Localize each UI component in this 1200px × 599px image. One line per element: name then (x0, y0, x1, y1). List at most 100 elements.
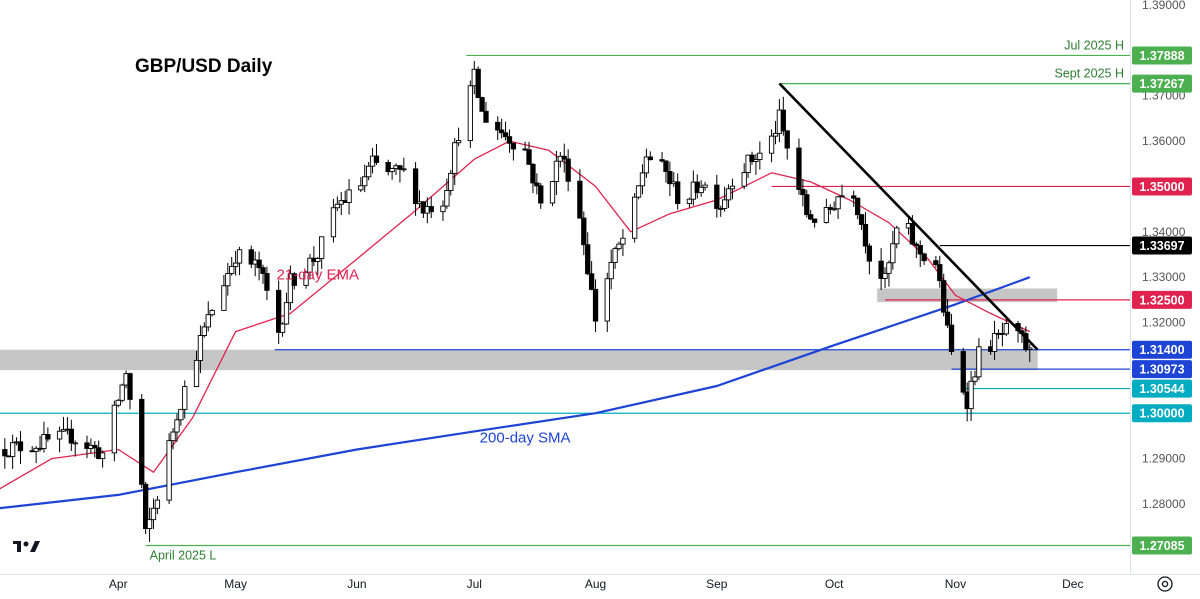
svg-text:1.30000: 1.30000 (1139, 407, 1184, 421)
candle (506, 129, 513, 153)
candle (276, 280, 282, 344)
candle (99, 450, 106, 468)
candle (561, 143, 567, 173)
candle (718, 205, 724, 217)
candle (675, 173, 681, 210)
candle (225, 262, 231, 296)
svg-text:1.37888: 1.37888 (1139, 49, 1184, 63)
level-notes: Jul 2025 H Sept 2025 H April 2025 L (150, 38, 1124, 562)
level-note: April 2025 L (150, 548, 217, 562)
settings-gear-icon[interactable] (1157, 576, 1173, 592)
candle (56, 426, 63, 453)
candle (741, 163, 747, 190)
svg-text:1.32500: 1.32500 (1139, 293, 1184, 307)
candle (182, 380, 188, 419)
candle (944, 299, 951, 329)
price-level-label: 1.30000 (1132, 404, 1192, 423)
candle (866, 243, 873, 275)
candle (483, 101, 489, 123)
candle (616, 241, 622, 251)
candle (229, 256, 235, 276)
candle (612, 246, 618, 269)
candle (972, 370, 978, 386)
annotations: 21-day EMA 200-day SMA (277, 266, 571, 446)
candle (851, 190, 857, 207)
support-zone (877, 288, 1058, 303)
candle (941, 273, 947, 317)
candle (526, 141, 532, 165)
candle (174, 413, 180, 442)
time-tick-label: Dec (1062, 577, 1083, 591)
candle (917, 240, 923, 268)
candle (714, 174, 720, 218)
svg-text:1.27085: 1.27085 (1139, 539, 1184, 553)
candle (753, 153, 759, 175)
time-axis[interactable]: Apr May Jun Jul Aug Sep Oct Nov Dec (0, 574, 1200, 592)
candle (389, 167, 395, 180)
candle (287, 265, 294, 311)
candle (800, 179, 806, 207)
candle (330, 198, 337, 243)
candle (236, 246, 243, 276)
price-axis[interactable]: 1.390001.370001.360001.350001.340001.330… (1130, 0, 1193, 574)
candle (232, 250, 239, 276)
candle (307, 253, 313, 280)
candle (362, 164, 368, 193)
candle (796, 138, 802, 195)
candle (475, 66, 481, 99)
candle (721, 186, 728, 212)
candle (577, 169, 583, 219)
candle (146, 507, 153, 542)
candle (592, 279, 599, 333)
price-tick-label: 1.28000 (1142, 497, 1186, 511)
candle (17, 431, 24, 465)
candle (170, 427, 176, 450)
candle (119, 383, 125, 403)
candle (154, 495, 161, 515)
candle (913, 241, 919, 259)
candle (401, 157, 407, 172)
price-level-label: 1.32500 (1132, 290, 1192, 309)
candle (455, 127, 462, 147)
price-tick-label: 1.34000 (1142, 225, 1186, 239)
candle (921, 252, 927, 265)
price-level-label: 1.37888 (1132, 46, 1192, 65)
price-tick-label: 1.29000 (1142, 452, 1186, 466)
candle (968, 370, 974, 422)
svg-text:1.30544: 1.30544 (1139, 382, 1184, 396)
candle (835, 195, 841, 219)
candle (632, 192, 638, 243)
candle (534, 173, 540, 195)
candle (260, 264, 266, 284)
candle (9, 434, 16, 469)
price-axis-level-labels: 1.37888 1.37267 1.35000 1.33697 1.32500 1.314… (1132, 46, 1192, 555)
candle (150, 498, 157, 530)
price-level-label: 1.30973 (1132, 360, 1192, 379)
candle (549, 180, 556, 207)
candle (538, 182, 544, 209)
candle (315, 256, 321, 275)
candle (811, 218, 818, 228)
candle (976, 338, 982, 380)
candle (725, 184, 732, 209)
candle (686, 197, 693, 208)
candle (604, 272, 610, 332)
price-level-label: 1.31400 (1132, 340, 1192, 359)
candle (639, 164, 646, 195)
candle (205, 301, 211, 332)
candle (68, 419, 74, 452)
trendline (778, 82, 1039, 351)
price-level-label: 1.33697 (1132, 236, 1192, 255)
price-level-label: 1.30544 (1132, 379, 1192, 398)
candle (197, 325, 204, 374)
support-zone (0, 349, 1038, 371)
candle (264, 266, 270, 301)
price-tick-label: 1.33000 (1142, 270, 1186, 284)
time-tick-label: Oct (825, 577, 844, 591)
trendline-group (778, 82, 1039, 351)
candle (279, 322, 286, 337)
time-tick-label: Jul (467, 577, 482, 591)
candle (757, 141, 763, 170)
svg-text:1.37267: 1.37267 (1139, 77, 1184, 91)
candle (894, 225, 900, 249)
